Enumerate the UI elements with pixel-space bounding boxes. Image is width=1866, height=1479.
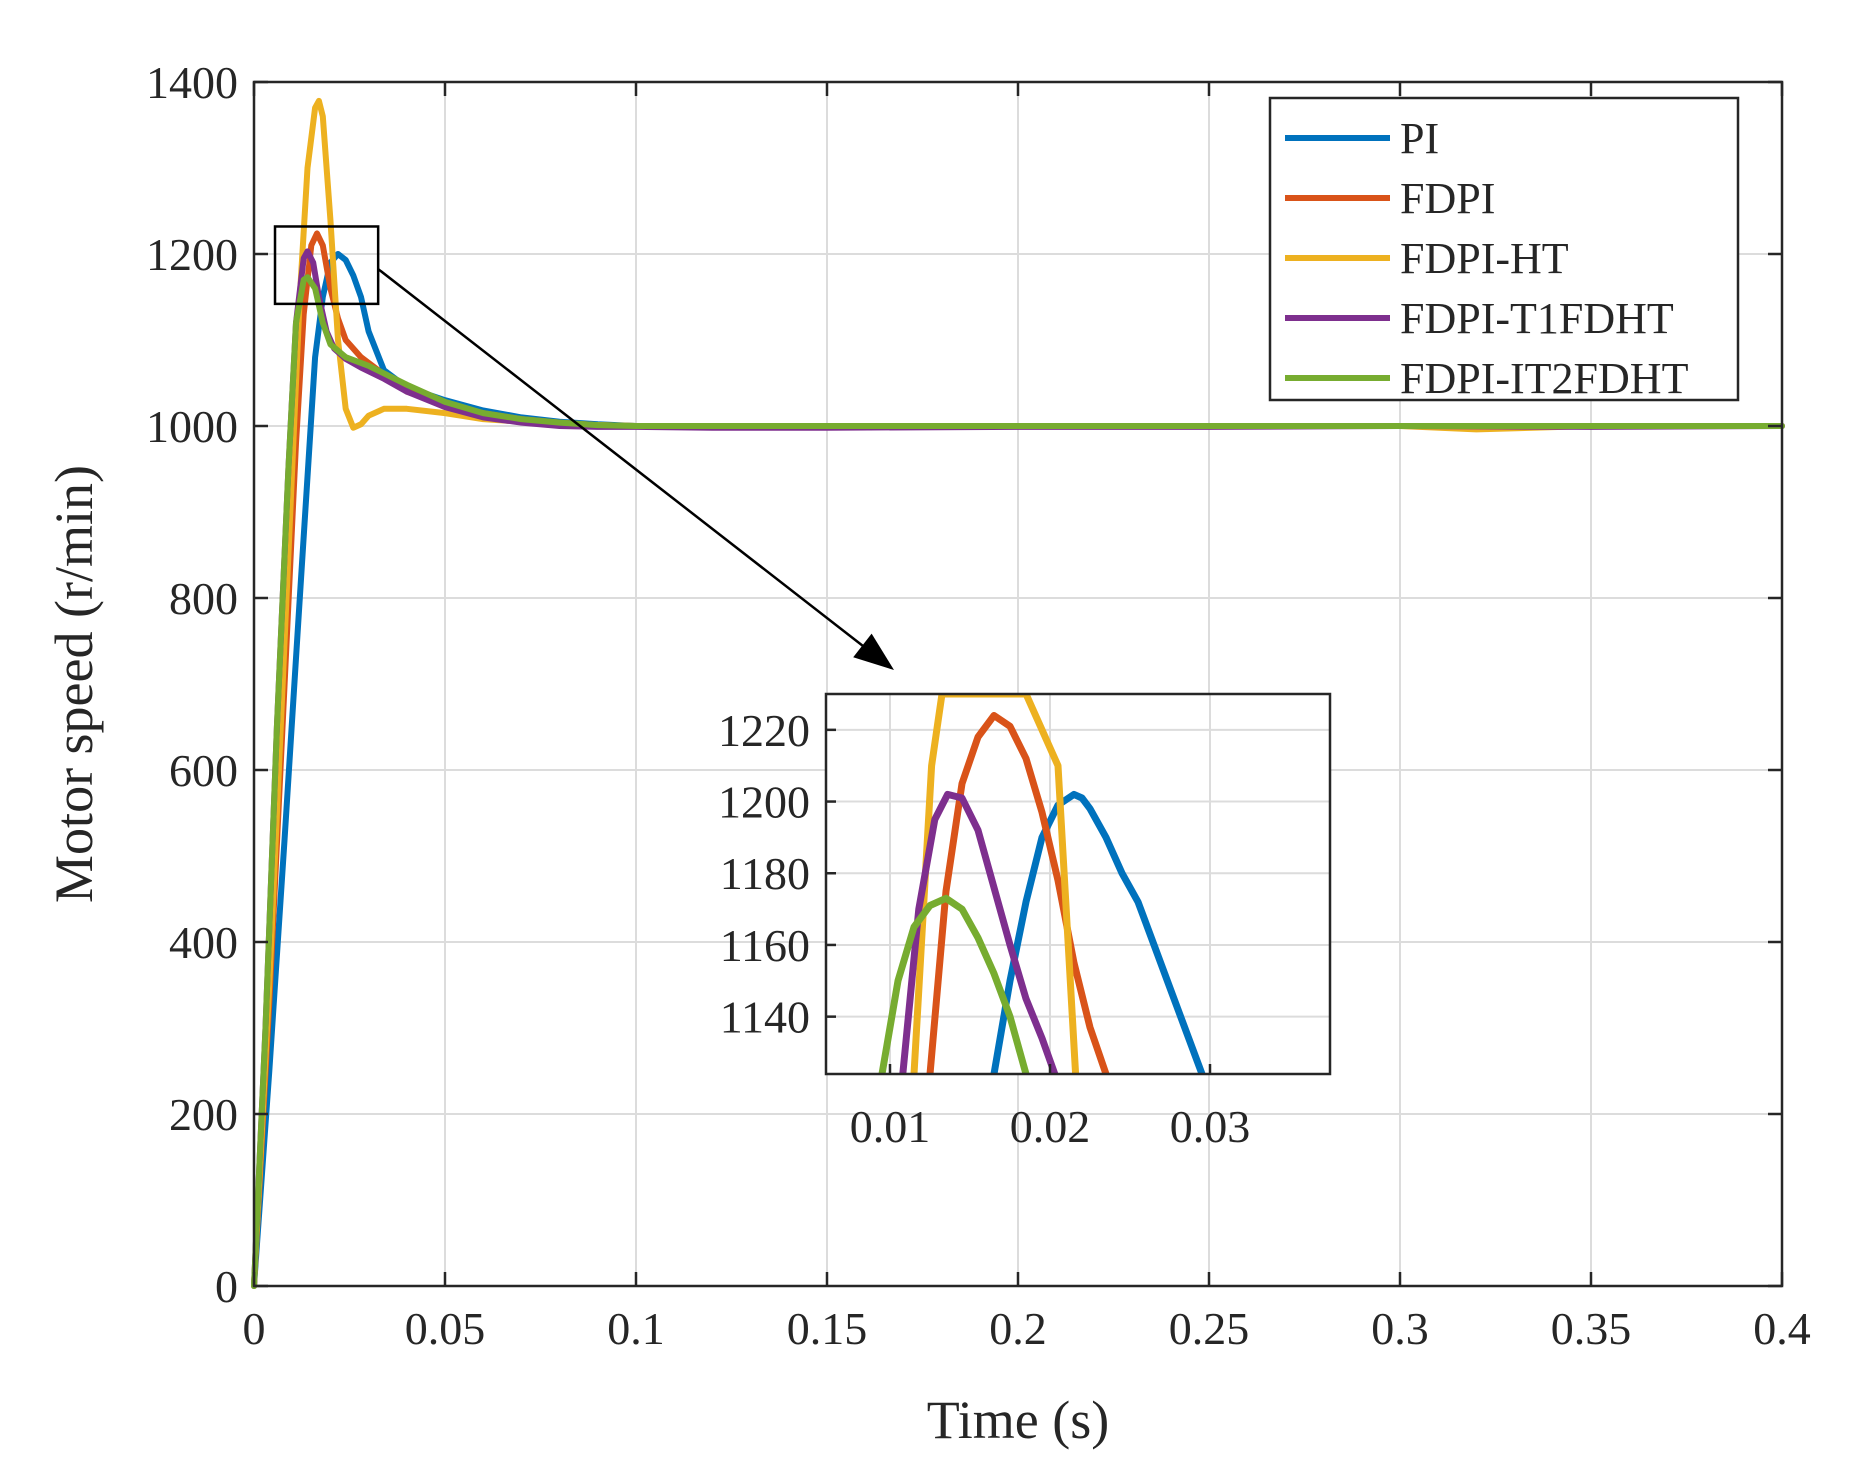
y-tick-label: 1000 (146, 401, 238, 452)
inset-x-tick-label: 0.03 (1170, 1101, 1251, 1152)
y-tick-label: 800 (169, 573, 238, 624)
inset-series-lines (878, 694, 1206, 1074)
main-axis-ticks: 0 0.05 0.1 0.15 0.2 0.25 0.3 0.35 0.4 0 200 400 600 8… (146, 57, 1811, 1354)
zoom-arrow-line (377, 268, 873, 654)
x-tick-label: 0.25 (1169, 1303, 1250, 1354)
y-tick-label: 1400 (146, 57, 238, 108)
inset-series-line-fdpi-t1fdht (899, 790, 1059, 1074)
inset-series-line-fdpi-it2fdht (878, 894, 1030, 1074)
legend-label-pi: PI (1400, 114, 1439, 163)
x-axis-title: Time (s) (927, 1390, 1110, 1450)
y-tick-label: 400 (169, 917, 238, 968)
x-tick-label: 0.35 (1551, 1303, 1632, 1354)
x-tick-label: 0.4 (1753, 1303, 1811, 1354)
inset-series-line-pi (990, 790, 1206, 1074)
series-line-fdpi-it2fdht (251, 274, 1785, 1289)
inset-y-tick-label: 1160 (720, 920, 810, 971)
x-tick-label: 0.3 (1371, 1303, 1429, 1354)
inset-y-tick-label: 1220 (718, 705, 810, 756)
y-tick-label: 0 (215, 1261, 238, 1312)
inset-series-line-fdpi-ht (910, 694, 1080, 1074)
x-tick-label: 0.05 (405, 1303, 486, 1354)
legend-label-fdpi-t1fdht: FDPI-T1FDHT (1400, 294, 1674, 343)
legend-label-fdpi-ht: FDPI-HT (1400, 234, 1569, 283)
inset-plot-frame (824, 692, 1332, 1076)
y-tick-label: 1200 (146, 229, 238, 280)
x-tick-label: 0.1 (607, 1303, 665, 1354)
x-tick-label: 0.2 (989, 1303, 1047, 1354)
inset-x-tick-label: 0.02 (1010, 1101, 1091, 1152)
x-tick-label: 0 (243, 1303, 266, 1354)
y-axis-title: Motor speed (r/min) (44, 465, 104, 903)
y-tick-label: 600 (169, 745, 238, 796)
legend-label-fdpi: FDPI (1400, 174, 1495, 223)
inset-axis-ticks: 0.01 0.02 0.03 1140 1160 1180 1200 1220 (718, 705, 1250, 1152)
zoom-indicator (273, 225, 894, 670)
inset-y-tick-label: 1140 (720, 992, 810, 1043)
legend: PI FDPI FDPI-HT FDPI-T1FDHT FDPI-IT2FDHT (1268, 96, 1740, 403)
inset-y-tick-label: 1200 (718, 777, 810, 828)
zoom-box (273, 225, 380, 306)
x-tick-label: 0.15 (787, 1303, 868, 1354)
inset-y-tick-label: 1180 (720, 848, 810, 899)
inset-x-tick-label: 0.01 (850, 1101, 931, 1152)
legend-label-fdpi-it2fdht: FDPI-IT2FDHT (1400, 354, 1689, 403)
zoom-arrow-head (853, 633, 894, 670)
legend-box (1268, 96, 1740, 402)
inset-series-line-fdpi (926, 712, 1110, 1074)
y-tick-label: 200 (169, 1089, 238, 1140)
